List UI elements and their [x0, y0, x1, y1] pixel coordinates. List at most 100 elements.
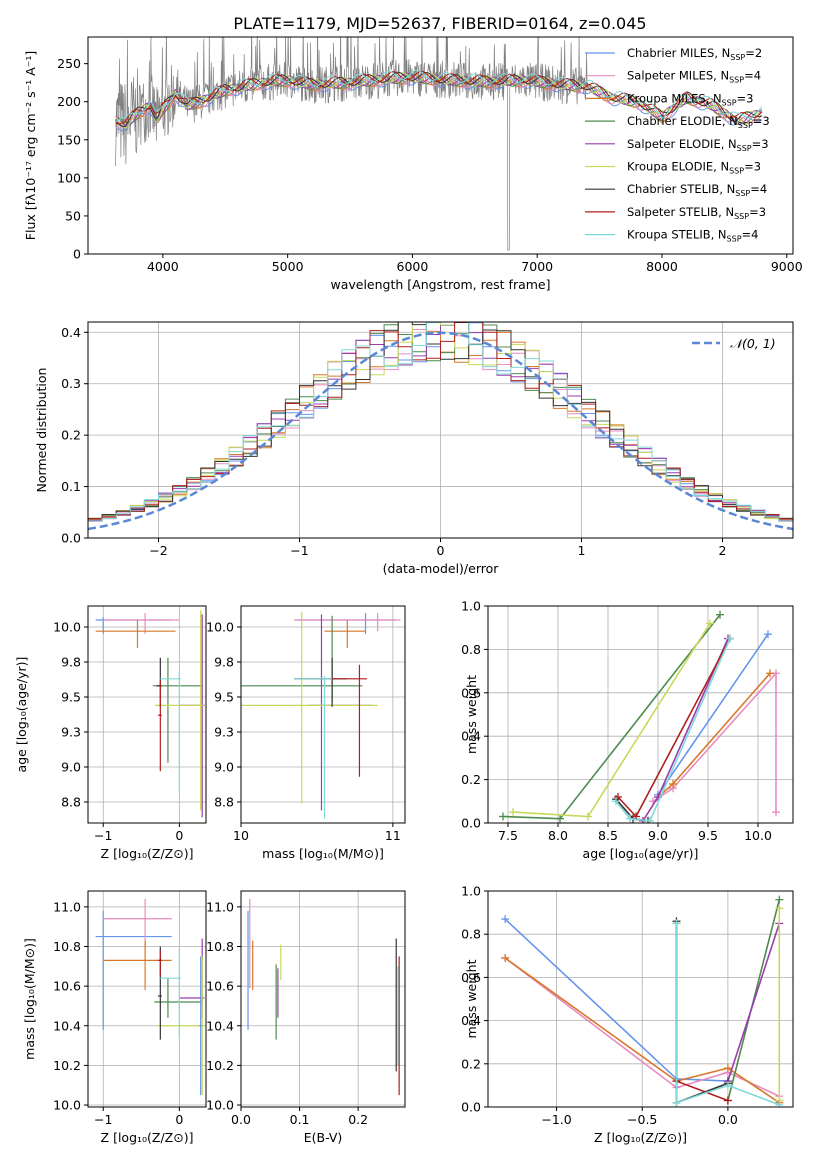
- y-tick-label: 0.4: [61, 325, 81, 340]
- observed-spectrum: [115, 37, 588, 251]
- y-tick-label: 9.0: [214, 760, 234, 775]
- x-tick-label: 8.0: [548, 828, 568, 843]
- y-tick-label: 1.0: [461, 884, 481, 899]
- y-tick-label: 11.0: [53, 899, 81, 914]
- point-marker: [723, 1064, 732, 1073]
- x-axis-label: Z [log₁₀(Z/Z⊙)]: [101, 846, 194, 861]
- mass-weight-line: [657, 633, 769, 796]
- point-marker: [646, 816, 654, 823]
- y-tick-label: 10.8: [53, 939, 81, 954]
- point-marker: [669, 779, 677, 788]
- legend-label: Chabrier ELODIE, NSSP=3: [627, 114, 770, 130]
- y-tick-label: 0.2: [461, 1056, 481, 1071]
- legend-label: Chabrier STELIB, NSSP=4: [627, 182, 767, 198]
- plot-area: [95, 898, 205, 1096]
- plot-area: [499, 610, 780, 823]
- y-tick-label: 10.2: [53, 1058, 81, 1073]
- y-tick-label: 8.8: [214, 795, 234, 810]
- x-tick-label: 2: [719, 543, 727, 558]
- y-axis-label: Flux [fλ10⁻¹⁷ erg cm⁻² s⁻¹ A⁻¹]: [23, 51, 38, 240]
- spectrum-panel: 4000 5000 6000 7000 8000 9000 0 50 100 150 200 250 w…: [23, 36, 803, 292]
- x-tick-label: 9.5: [698, 828, 718, 843]
- point-marker: [501, 915, 510, 924]
- y-tick-label: 11.0: [206, 899, 234, 914]
- axes-frame: [487, 605, 794, 824]
- mass-weight-line: [502, 614, 721, 820]
- point-marker: [501, 953, 510, 962]
- model-spectrum: [115, 70, 763, 125]
- point-marker: [672, 919, 681, 928]
- y-tick-label: 9.8: [61, 655, 81, 670]
- y-tick-label: 200: [57, 94, 81, 109]
- plot-area: [95, 610, 205, 818]
- y-tick-label: 0.4: [461, 1013, 481, 1028]
- x-tick-label: 11: [385, 828, 401, 843]
- mass-vs-extinction-panel: 0.0 0.1 0.2 10.0 10.2 10.4 10.6 10.8 11.0 E(B-V): [206, 890, 406, 1145]
- y-tick-label: 150: [57, 132, 81, 147]
- y-tick-label: 50: [65, 208, 81, 223]
- plot-area: [501, 895, 784, 1107]
- grid: [488, 605, 793, 824]
- y-tick-label: 10.0: [206, 1098, 234, 1113]
- x-tick-label: 1: [578, 543, 586, 558]
- y-tick-label: 10.4: [53, 1018, 81, 1033]
- model-spectrum: [115, 69, 763, 122]
- figure-title: PLATE=1179, MJD=52637, FIBERID=0164, z=0…: [233, 14, 646, 33]
- point-marker: [766, 669, 774, 678]
- model-spectrum: [115, 72, 763, 127]
- point-marker: [706, 619, 714, 628]
- y-tick-label: 1.0: [461, 599, 481, 614]
- residual-histogram: [88, 322, 793, 522]
- x-axis-label: Z [log₁₀(Z/Z⊙)]: [101, 1130, 194, 1145]
- y-tick-label: 0.2: [461, 772, 481, 787]
- x-axis-label: E(B-V): [304, 1130, 343, 1145]
- model-spectrum: [115, 75, 763, 129]
- grid: [488, 890, 793, 1108]
- x-tick-label: 10: [233, 828, 249, 843]
- point-marker: [772, 808, 780, 817]
- point-marker: [775, 895, 784, 904]
- model-spectrum: [115, 74, 763, 126]
- point-marker: [612, 797, 620, 806]
- y-tick-label: 0.2: [61, 428, 81, 443]
- y-tick-label: 250: [57, 56, 81, 71]
- y-tick-label: 10.0: [53, 620, 81, 635]
- y-axis-label: Normed distribution: [34, 368, 49, 493]
- x-axis-label: mass [log₁₀(M/M⊙)]: [262, 846, 384, 861]
- axes-frame: [487, 890, 794, 1108]
- x-tick-label: −1: [94, 828, 112, 843]
- point-marker: [672, 1098, 681, 1107]
- age-vs-metallicity-panel: −1 0 8.8 9.0 9.3 9.5 9.8 10.0 Z [log₁₀(Z/Z⊙)] age…: [14, 605, 207, 861]
- point-marker: [499, 812, 507, 821]
- mass-weight-line: [617, 638, 731, 818]
- y-tick-label: 9.0: [61, 760, 81, 775]
- x-axis-label: (data-model)/error: [383, 561, 500, 576]
- legend-label: Salpeter MILES, NSSP=4: [627, 69, 761, 85]
- y-axis-label: mass weight: [464, 959, 479, 1038]
- x-tick-label: 4000: [147, 259, 179, 274]
- x-tick-label: −0.5: [627, 1112, 657, 1127]
- x-tick-label: 9.0: [648, 828, 668, 843]
- x-tick-label: 7.5: [498, 828, 518, 843]
- point-marker: [556, 814, 564, 823]
- y-tick-label: 9.5: [61, 690, 81, 705]
- x-tick-label: 10.0: [744, 828, 772, 843]
- x-tick-label: 8000: [646, 259, 678, 274]
- x-tick-label: −2: [149, 543, 167, 558]
- grid: [240, 606, 405, 823]
- mass-weight-line: [615, 638, 731, 822]
- y-tick-label: 10.0: [53, 1098, 81, 1113]
- residual-histogram-panel: −2 −1 0 1 2 0.0 0.1 0.2 0.3 0.4 (data-model)/error…: [34, 321, 794, 576]
- plot-area: [88, 322, 793, 531]
- x-axis-label: Z [log₁₀(Z/Z⊙)]: [594, 1130, 687, 1145]
- y-tick-label: 10.6: [53, 979, 81, 994]
- legend-label: Salpeter ELODIE, NSSP=3: [627, 137, 769, 153]
- y-tick-label: 0.8: [461, 642, 481, 657]
- x-tick-label: 0.2: [348, 1112, 368, 1127]
- residual-histogram: [88, 322, 793, 522]
- point-marker: [614, 792, 622, 801]
- y-tick-label: 9.3: [61, 725, 81, 740]
- mass-weight-line: [657, 672, 771, 798]
- point-marker: [775, 1100, 784, 1107]
- y-axis-label: mass weight: [464, 675, 479, 754]
